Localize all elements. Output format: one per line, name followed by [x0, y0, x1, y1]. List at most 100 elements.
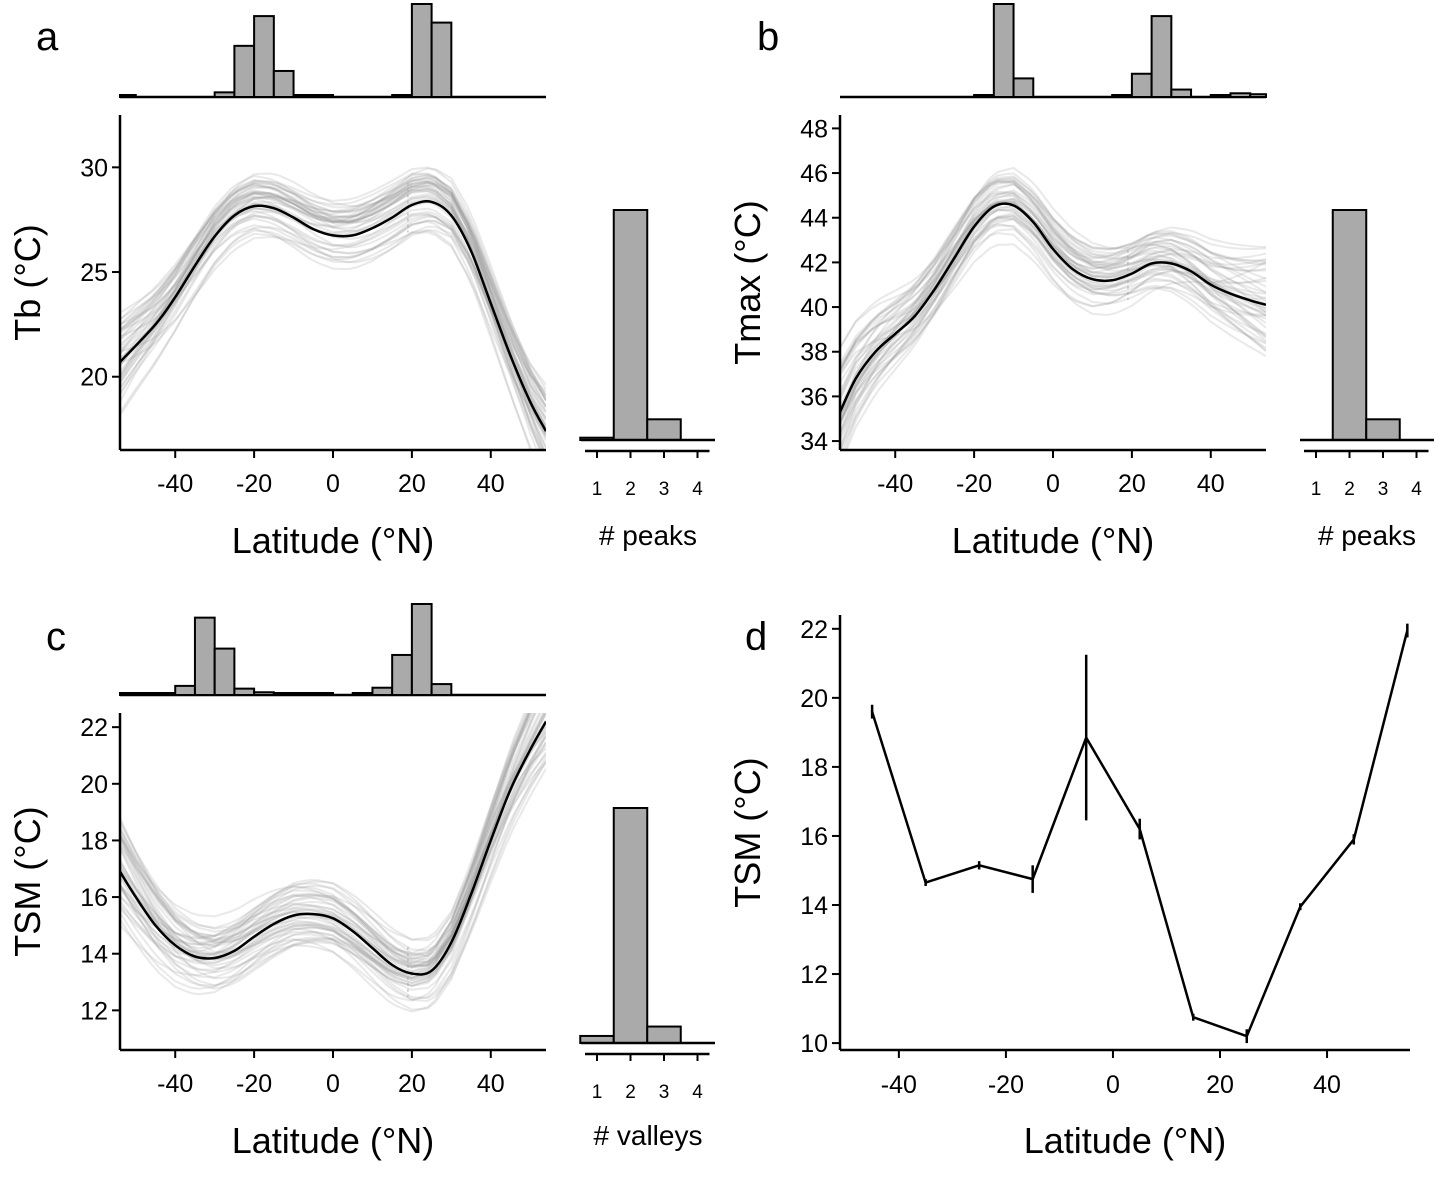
bootstrap-curve	[840, 218, 1266, 434]
top-hist-bar	[1229, 92, 1252, 98]
bootstrap-curve	[120, 174, 546, 386]
side-hist-tick-label: 3	[659, 479, 670, 500]
bootstrap-curve	[840, 181, 1266, 377]
bootstrap-curve	[120, 172, 546, 426]
bootstrap-curve	[840, 179, 1266, 450]
bootstrap-curve	[120, 200, 544, 450]
bootstrap-curves	[840, 166, 1266, 450]
bootstrap-curve	[840, 208, 1266, 416]
top-hist-bar	[1249, 93, 1267, 98]
panel-letter-c: c	[46, 615, 66, 659]
x-tick-label: 40	[1197, 470, 1225, 498]
bootstrap-curve	[120, 725, 546, 961]
bootstrap-curve	[120, 212, 546, 436]
bootstrap-curve	[120, 753, 546, 980]
bootstrap-curve	[840, 178, 1266, 372]
y-tick-label: 16	[800, 823, 828, 851]
bootstrap-curve	[840, 180, 1266, 417]
bootstrap-curve	[120, 713, 542, 973]
bootstrap-curve	[120, 187, 546, 421]
top-hist-bar	[253, 691, 275, 697]
top-hist-bar	[1130, 72, 1153, 98]
bootstrap-curve	[120, 179, 542, 450]
bootstrap-curve	[840, 217, 1266, 423]
data-point	[1299, 905, 1302, 908]
bootstrap-curve	[120, 713, 529, 958]
top-hist-bar	[312, 692, 334, 696]
y-tick-label: 20	[800, 685, 828, 713]
bootstrap-curve	[120, 760, 546, 1000]
y-tick-label: 10	[800, 1030, 828, 1058]
top-hist-bar	[213, 647, 236, 697]
panel-letter-a: a	[36, 15, 59, 59]
y-tick-label: 12	[80, 997, 108, 1025]
y-tick-label: 48	[800, 115, 828, 143]
bootstrap-curve	[120, 219, 546, 406]
bootstrap-curve	[120, 188, 546, 435]
bootstrap-curve	[120, 713, 546, 988]
x-tick-label: 0	[326, 470, 340, 498]
bootstrap-curve	[120, 215, 546, 439]
bootstrap-curve	[840, 175, 1266, 371]
y-tick-label: 20	[80, 771, 108, 799]
side-hist-tick-label: 2	[1344, 479, 1355, 500]
top-hist-bar	[430, 21, 453, 99]
bootstrap-curve	[840, 176, 1266, 364]
bootstrap-curve	[840, 172, 1266, 426]
bootstrap-curve	[120, 193, 546, 410]
bootstrap-curve	[840, 201, 1266, 413]
top-hist-bar	[391, 94, 413, 98]
bootstrap-curve	[120, 722, 546, 952]
top-hist-bar	[1170, 88, 1193, 98]
side-hist-tick-label: 2	[625, 1082, 636, 1103]
y-tick-label: 42	[800, 249, 828, 277]
bootstrap-curve	[120, 731, 546, 947]
side-hist-tick-label: 1	[592, 479, 603, 500]
bootstrap-curve	[842, 207, 1266, 450]
top-hist-bar	[1012, 77, 1035, 99]
top-hist-bar	[292, 692, 315, 696]
bootstrap-curve	[120, 179, 546, 408]
bootstrap-curve	[120, 762, 546, 991]
bootstrap-curves	[120, 713, 546, 1013]
bootstrap-curve	[840, 227, 1266, 423]
x-tick-label: -40	[157, 1070, 193, 1098]
bootstrap-curve	[840, 190, 1266, 369]
bootstrap-curve	[120, 190, 546, 449]
bootstrap-curve	[120, 226, 546, 429]
bootstrap-curve	[120, 180, 546, 408]
panel-letter-d: d	[745, 615, 767, 659]
bootstrap-curve	[120, 166, 546, 390]
side-hist-bar	[1331, 209, 1368, 441]
top-hist-bar	[233, 44, 256, 98]
side-hist-tick-label: 1	[1311, 479, 1322, 500]
top-hist-bar	[391, 653, 413, 697]
bootstrap-curves	[120, 166, 546, 450]
top-hist-bar	[992, 3, 1015, 98]
y-tick-label: 14	[80, 941, 108, 969]
data-point	[1031, 877, 1034, 881]
top-hist-bar	[312, 94, 334, 98]
data-point	[1245, 1034, 1248, 1038]
x-tick-label: -40	[157, 470, 193, 498]
y-tick-label: 36	[800, 383, 828, 411]
bootstrap-curve	[845, 214, 1266, 450]
x-tick-label: 20	[398, 1070, 426, 1098]
bootstrap-curve	[120, 728, 546, 965]
side-hist-bar	[612, 807, 649, 1044]
top-hist-bar	[253, 15, 275, 99]
y-tick-label: 22	[80, 714, 108, 742]
bootstrap-curve	[120, 225, 546, 420]
y-tick-label: 38	[800, 339, 828, 367]
top-hist-bar	[973, 94, 995, 98]
bootstrap-curve	[120, 713, 532, 956]
x-axis-label: Latitude (°N)	[232, 1120, 434, 1161]
bootstrap-curve	[120, 719, 546, 944]
top-hist-bar	[272, 692, 295, 696]
bootstrap-curve	[120, 220, 532, 450]
bootstrap-curve	[120, 723, 546, 968]
bootstrap-curve	[120, 713, 545, 968]
bootstrap-curve	[840, 209, 1266, 392]
